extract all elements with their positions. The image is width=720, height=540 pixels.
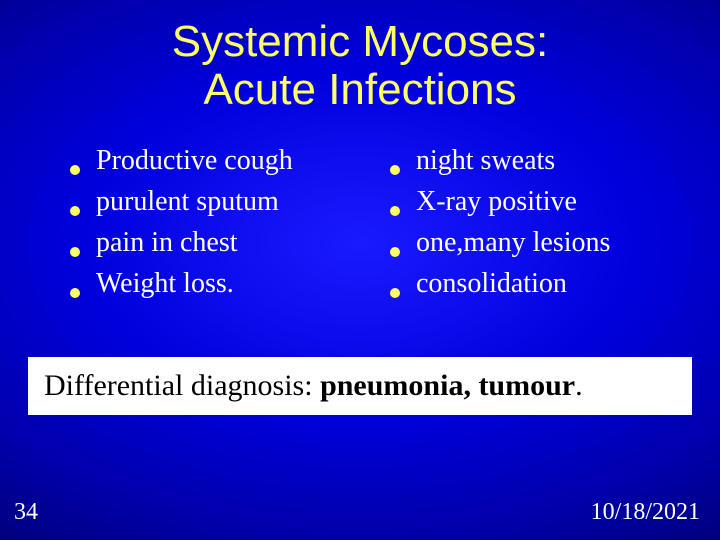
list-item: pain in chest xyxy=(70,225,350,260)
bullet-icon xyxy=(70,165,80,175)
list-item-text: X-ray positive xyxy=(416,184,577,219)
bullet-icon xyxy=(390,206,400,216)
box-suffix: . xyxy=(575,369,583,402)
list-item: X-ray positive xyxy=(390,184,670,219)
slide-title: Systemic Mycoses: Acute Infections xyxy=(0,0,720,115)
left-column: Productive cough purulent sputum pain in… xyxy=(70,143,350,307)
bullet-icon xyxy=(70,288,80,298)
list-item: one,many lesions xyxy=(390,225,670,260)
title-line-1: Systemic Mycoses: xyxy=(172,17,549,66)
list-item-text: purulent sputum xyxy=(96,184,279,219)
list-item: night sweats xyxy=(390,143,670,178)
list-item-text: consolidation xyxy=(416,266,567,301)
title-line-2: Acute Infections xyxy=(203,65,516,114)
box-bold: pneumonia, tumour xyxy=(320,369,575,402)
list-item-text: Productive cough xyxy=(96,143,293,178)
list-item: Productive cough xyxy=(70,143,350,178)
list-item: consolidation xyxy=(390,266,670,301)
list-item: Weight loss. xyxy=(70,266,350,301)
list-item-text: one,many lesions xyxy=(416,225,610,260)
box-text: Differential diagnosis: pneumonia, tumou… xyxy=(44,369,583,402)
right-column: night sweats X-ray positive one,many les… xyxy=(390,143,670,307)
list-item-text: Weight loss. xyxy=(96,266,234,301)
bullet-icon xyxy=(70,206,80,216)
bullet-icon xyxy=(390,247,400,257)
slide-number: 34 xyxy=(14,499,38,526)
box-prefix: Differential diagnosis: xyxy=(44,369,320,402)
bullet-icon xyxy=(390,288,400,298)
list-item: purulent sputum xyxy=(70,184,350,219)
slide-date: 10/18/2021 xyxy=(591,499,700,526)
list-item-text: pain in chest xyxy=(96,225,238,260)
content-columns: Productive cough purulent sputum pain in… xyxy=(0,143,720,307)
list-item-text: night sweats xyxy=(416,143,555,178)
bullet-icon xyxy=(70,247,80,257)
highlight-box: Differential diagnosis: pneumonia, tumou… xyxy=(28,357,692,415)
slide: Systemic Mycoses: Acute Infections Produ… xyxy=(0,0,720,540)
bullet-icon xyxy=(390,165,400,175)
